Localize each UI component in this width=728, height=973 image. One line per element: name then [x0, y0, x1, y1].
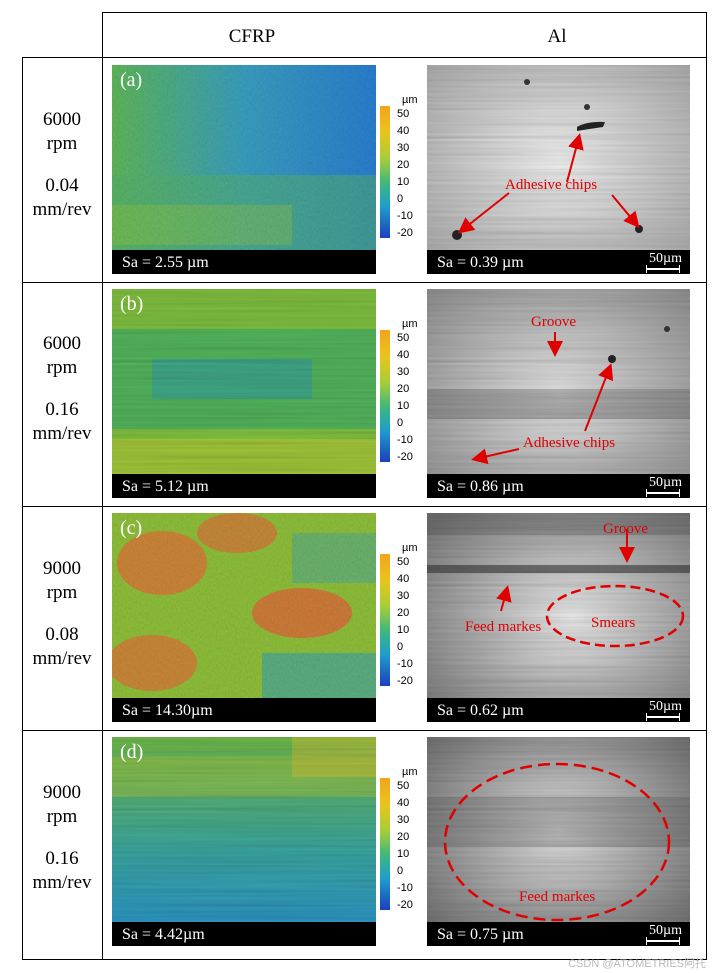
bottom-border [22, 959, 707, 960]
row-divider-2 [22, 506, 707, 507]
colorbar-unit: µm [402, 766, 418, 778]
scale-bar-label: 50µm [649, 923, 682, 938]
annotation-feed-markes: Feed markes [465, 619, 542, 635]
scale-bar-label: 50µm [649, 699, 682, 714]
row-label-c: 9000 rpm 0.08 mm/rev [22, 557, 102, 671]
sa-strip [112, 474, 376, 498]
scale-bar [646, 489, 680, 497]
figure-table: CFRP Al 6000 rpm 0.04 mm/rev 6000 rpm 0.… [22, 12, 707, 960]
al-surface-image [427, 65, 690, 274]
cfrp-micrograph-c: (c) Sa = 14.30µm [112, 513, 376, 722]
feed-value: 0.04 [45, 175, 79, 196]
annotation-adhesive-chips: Adhesive chips [523, 435, 616, 451]
speed-unit: rpm [46, 582, 78, 603]
al-surface-image [427, 289, 690, 498]
colorbar-a [380, 106, 390, 238]
colorbar-d [380, 778, 390, 910]
annotation-feed-markes: Feed markes [519, 889, 596, 905]
cfrp-topography-map [112, 513, 376, 722]
al-surface-image [427, 737, 690, 946]
scale-bar [646, 713, 680, 721]
annotation-smears: Smears [591, 615, 636, 631]
label-column-divider [102, 12, 103, 960]
al-sa-value: Sa = 0.86 µm [437, 478, 524, 495]
al-sa-value: Sa = 0.62 µm [437, 702, 524, 719]
feed-unit: mm/rev [32, 872, 92, 893]
row-divider-1 [22, 282, 707, 283]
al-sa-value: Sa = 0.75 µm [437, 926, 524, 943]
scale-bar-label: 50µm [649, 475, 682, 490]
al-surface-image [427, 513, 690, 722]
colorbar-c [380, 554, 390, 686]
cfrp-topography-map [112, 289, 376, 498]
header-divider [22, 57, 707, 58]
cfrp-topography-map [112, 737, 376, 946]
panel-letter: (d) [120, 741, 144, 763]
sa-strip [112, 250, 376, 274]
scale-bar-label: 50µm [649, 251, 682, 266]
row-label-d: 9000 rpm 0.16 mm/rev [22, 781, 102, 895]
al-micrograph-b: Groove Adhesive chips Sa = 0.86 µm 50µm [427, 289, 690, 498]
row-label-a: 6000 rpm 0.04 mm/rev [22, 108, 102, 222]
al-sa-value: Sa = 0.39 µm [437, 254, 524, 271]
cfrp-micrograph-d: (d) Sa = 4.42µm [112, 737, 376, 946]
cfrp-sa-value: Sa = 5.12 µm [122, 478, 209, 495]
header-al: Al [547, 26, 567, 47]
feed-unit: mm/rev [32, 423, 92, 444]
feed-unit: mm/rev [32, 648, 92, 669]
annotation-adhesive-chips: Adhesive chips [505, 177, 598, 193]
speed-value: 6000 [43, 333, 81, 354]
sa-strip [112, 922, 376, 946]
feed-value: 0.08 [45, 624, 79, 645]
speed-unit: rpm [46, 806, 78, 827]
scale-bar [646, 937, 680, 945]
annotation-groove: Groove [603, 521, 648, 537]
row-divider-3 [22, 730, 707, 731]
row-label-b: 6000 rpm 0.16 mm/rev [22, 332, 102, 446]
feed-value: 0.16 [45, 848, 79, 869]
speed-unit: rpm [46, 133, 78, 154]
panel-letter: (c) [120, 517, 143, 539]
cfrp-micrograph-a: (a) Sa = 2.55 µm [112, 65, 376, 274]
annotation-groove: Groove [531, 314, 576, 330]
speed-value: 9000 [43, 558, 81, 579]
panel-letter: (a) [120, 69, 143, 91]
al-micrograph-d: Feed markes Sa = 0.75 µm 50µm [427, 737, 690, 946]
colorbar-unit: µm [402, 542, 418, 554]
colorbar-b [380, 330, 390, 462]
colorbar-unit: µm [402, 94, 418, 106]
cfrp-topography-map [112, 65, 376, 274]
cfrp-micrograph-b: (b) Sa = 5.12 µm [112, 289, 376, 498]
cfrp-sa-value: Sa = 4.42µm [122, 926, 205, 943]
speed-value: 9000 [43, 782, 81, 803]
watermark: CSDN @ATOMETRIES阿托 [568, 958, 706, 970]
panel-letter: (b) [120, 293, 144, 315]
feed-value: 0.16 [45, 399, 79, 420]
speed-value: 6000 [43, 109, 81, 130]
colorbar-unit: µm [402, 318, 418, 330]
header-cfrp: CFRP [228, 26, 276, 47]
speed-unit: rpm [46, 357, 78, 378]
cfrp-sa-value: Sa = 14.30µm [122, 702, 213, 719]
al-micrograph-a: Adhesive chips Sa = 0.39 µm 50µm [427, 65, 690, 274]
left-border [22, 57, 23, 960]
al-micrograph-c: Groove Feed markes Smears Sa = 0.62 µm 5… [427, 513, 690, 722]
right-border [706, 12, 707, 960]
feed-unit: mm/rev [32, 199, 92, 220]
top-border [102, 12, 707, 13]
sa-strip [112, 698, 376, 722]
cfrp-sa-value: Sa = 2.55 µm [122, 254, 209, 271]
scale-bar [646, 265, 680, 273]
